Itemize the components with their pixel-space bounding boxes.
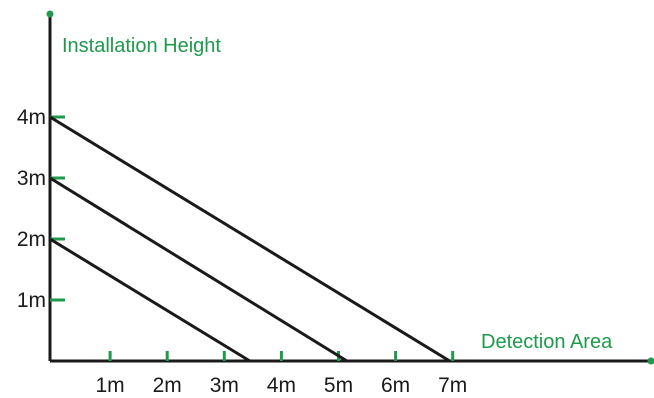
tick-labels: 1m 2m 3m 4m 1m 2m 3m 4m 5m 6m 7m [17, 106, 467, 397]
x-axis-title: Detection Area [481, 331, 613, 353]
y-axis-end-dot [46, 10, 54, 18]
y-axis-title: Installation Height [62, 35, 221, 57]
series-line-3 [49, 237, 251, 363]
x-tick-label: 5m [324, 374, 353, 397]
y-tick-label: 4m [17, 106, 46, 129]
x-tick-label: 3m [210, 374, 239, 397]
y-tick-label: 2m [17, 228, 46, 251]
x-tick-label: 7m [438, 374, 467, 397]
y-tick-label: 3m [17, 167, 46, 190]
y-tick-label: 1m [17, 289, 46, 312]
x-axis-end-dot [647, 357, 654, 365]
series-lines [49, 115, 451, 363]
axes [46, 10, 654, 365]
x-tick-label: 6m [381, 374, 410, 397]
x-tick-label: 1m [96, 374, 125, 397]
series-line-1 [49, 115, 451, 363]
x-tick-label: 4m [267, 374, 296, 397]
series-line-2 [49, 176, 348, 363]
x-tick-label: 2m [153, 374, 182, 397]
